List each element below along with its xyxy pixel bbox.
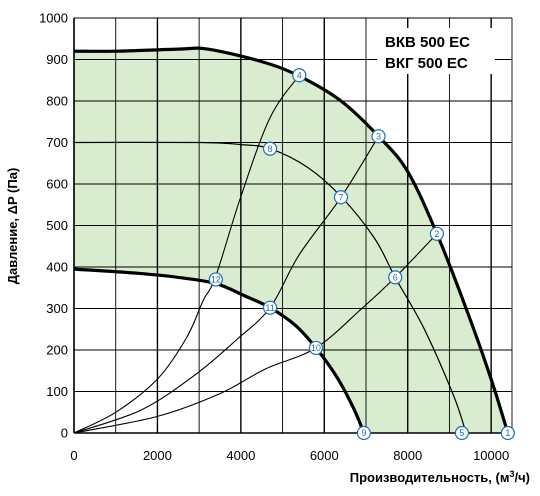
operating-point-2: 2: [429, 226, 445, 241]
x-axis-title-suffix: /ч): [515, 470, 531, 485]
operating-point-1: 1: [500, 425, 515, 441]
operating-point-12: 12: [208, 272, 223, 287]
operating-point-circle: [356, 425, 372, 441]
model-name-1: ВКВ 500 ЕС: [385, 34, 470, 51]
y-tick-label: 700: [46, 135, 68, 150]
operating-area-fill: [74, 48, 508, 433]
operating-point-circle: [292, 68, 307, 83]
operating-point-label: 9: [361, 428, 366, 438]
x-tick-label: 0: [70, 448, 77, 463]
operating-point-5: 5: [454, 425, 470, 441]
operating-point-3: 3: [371, 129, 386, 144]
operating-point-label: 4: [297, 70, 302, 80]
y-tick-label: 100: [46, 384, 68, 399]
y-tick-label: 300: [46, 301, 68, 316]
x-axis-title: Производительность, (м3/ч): [350, 469, 530, 485]
x-tick-label: 6000: [310, 448, 339, 463]
y-tick-label: 900: [46, 52, 68, 67]
x-tick-label: 4000: [226, 448, 255, 463]
operating-point-label: 8: [268, 144, 273, 154]
y-tick-label: 1000: [39, 11, 68, 26]
x-axis-title-sup: 3: [509, 469, 514, 479]
operating-point-circle: [429, 226, 445, 241]
operating-point-10: 10: [308, 340, 324, 356]
operating-point-label: 11: [265, 303, 274, 313]
operating-point-label: 10: [311, 343, 321, 353]
tick-labels: 0 2000 4000 6000 8000 10000 0 100 200 300 400 500 60…: [39, 11, 509, 464]
operating-point-9: 9: [356, 425, 372, 441]
operating-point-label: 12: [211, 275, 221, 285]
operating-point-11: 11: [262, 300, 278, 315]
operating-point-label: 1: [505, 428, 510, 438]
operating-point-circle: [371, 129, 386, 144]
operating-point-label: 7: [338, 192, 343, 202]
y-axis-title: Давление, ΔP (Па): [5, 168, 20, 285]
model-label-box: [377, 28, 495, 74]
x-tick-label: 10000: [473, 448, 509, 463]
y-tick-label: 500: [46, 218, 68, 233]
y-tick-label: 0: [61, 426, 68, 441]
x-tick-label: 8000: [393, 448, 422, 463]
operating-point-circle: [454, 425, 470, 441]
grid: [73, 17, 513, 434]
y-tick-label: 400: [46, 260, 68, 275]
operating-point-circle: [262, 141, 278, 156]
operating-point-7: 7: [333, 190, 349, 205]
x-tick-label: 2000: [143, 448, 172, 463]
operating-point-circle: [333, 190, 349, 205]
operating-point-label: 2: [434, 229, 439, 239]
operating-point-6: 6: [388, 270, 403, 285]
fan-curve-max: [73, 46, 510, 434]
operating-point-circle: [388, 270, 403, 285]
operating-point-circle: [500, 425, 515, 441]
x-axis-title-text: Производительность, (м: [350, 470, 510, 485]
model-name-2: ВКГ 500 ЕС: [385, 55, 468, 72]
operating-point-circle: [262, 300, 278, 315]
y-tick-label: 600: [46, 177, 68, 192]
operating-point-4: 4: [292, 68, 307, 83]
operating-point-label: 6: [393, 273, 398, 283]
y-tick-label: 800: [46, 94, 68, 109]
system-curve-s1: [73, 74, 300, 434]
operating-point-circle: [208, 272, 223, 287]
operating-point-label: 5: [459, 428, 464, 438]
operating-point-label: 3: [376, 131, 381, 141]
y-tick-label: 200: [46, 343, 68, 358]
system-curve-s3: [73, 233, 438, 434]
operating-point-8: 8: [262, 141, 278, 156]
operating-point-circle: [308, 340, 324, 356]
